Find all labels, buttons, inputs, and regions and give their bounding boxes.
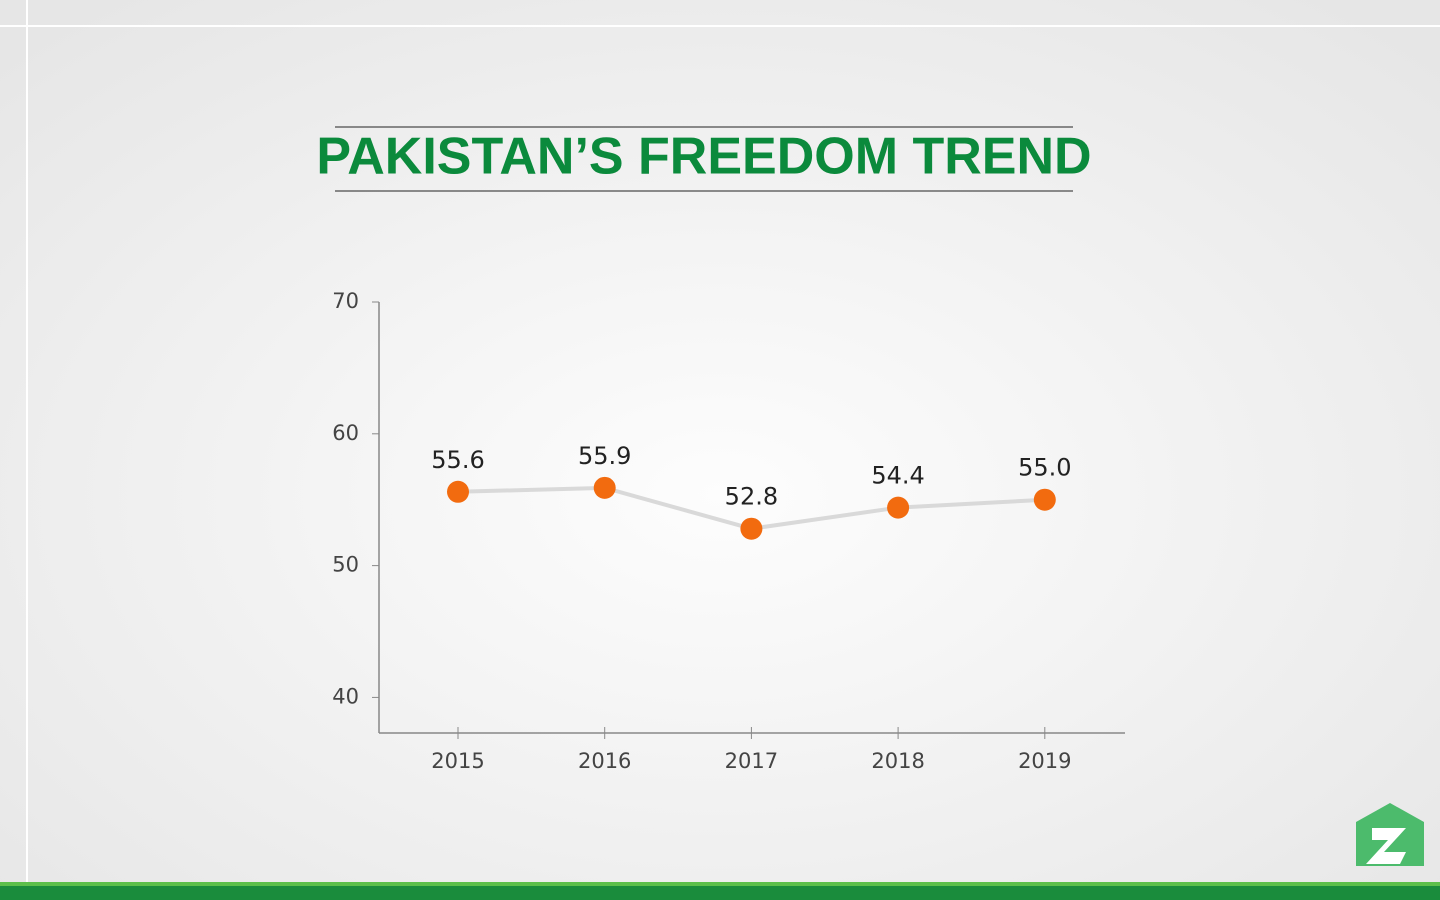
marker bbox=[447, 480, 469, 503]
data-label: 54.4 bbox=[871, 462, 924, 490]
data-label: 55.0 bbox=[1018, 454, 1071, 482]
y-tick-label: 70 bbox=[332, 289, 359, 313]
data-label: 55.9 bbox=[578, 442, 631, 470]
logo bbox=[1356, 803, 1424, 866]
chart-title: PAKISTAN’S FREEDOM TREND bbox=[316, 128, 1091, 186]
data-label: 55.6 bbox=[431, 446, 484, 474]
footer-stripe bbox=[0, 882, 1440, 886]
footer-bar bbox=[0, 882, 1440, 900]
marker bbox=[740, 517, 763, 540]
x-tick-label: 2019 bbox=[1018, 749, 1071, 773]
x-tick-label: 2018 bbox=[871, 749, 924, 773]
x-tick-label: 2015 bbox=[431, 749, 484, 773]
marker bbox=[1033, 488, 1056, 511]
y-tick-label: 50 bbox=[332, 553, 359, 577]
data-label: 52.8 bbox=[725, 483, 778, 511]
marker bbox=[887, 496, 910, 519]
y-tick-label: 60 bbox=[332, 421, 359, 445]
x-tick-label: 2016 bbox=[578, 749, 631, 773]
x-tick-label: 2017 bbox=[725, 749, 778, 773]
marker bbox=[593, 476, 616, 499]
y-tick-label: 40 bbox=[332, 684, 359, 708]
